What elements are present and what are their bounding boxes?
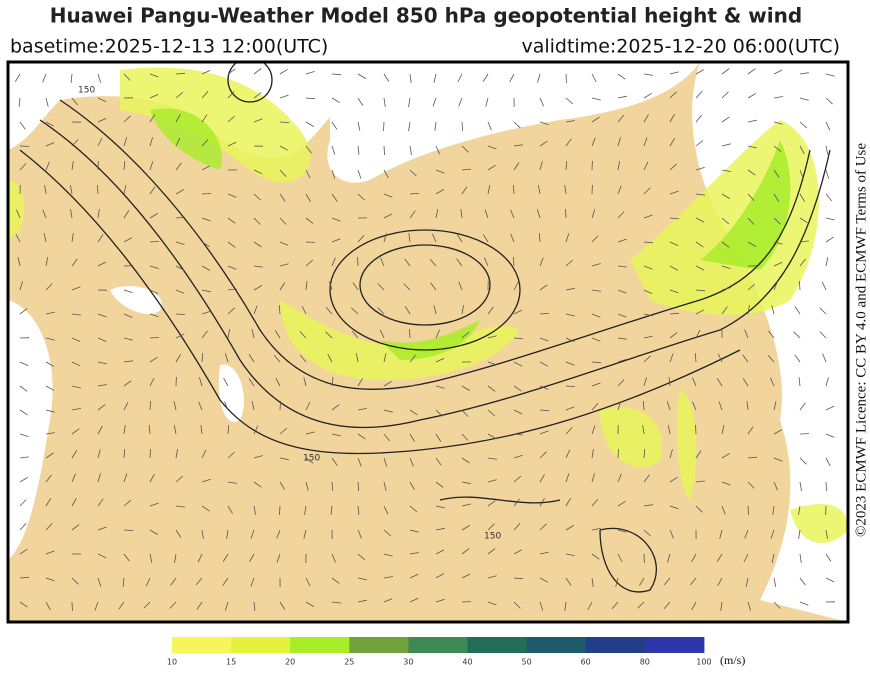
colorbar-bin (527, 637, 587, 653)
contour-label: 150 (484, 532, 501, 542)
colorbar-bin (645, 637, 705, 653)
colorbar-bin (468, 637, 528, 653)
colorbar-tick-label: 40 (462, 658, 472, 667)
contour-label: 150 (78, 86, 95, 96)
colorbar-tick-label: 25 (344, 658, 354, 667)
colorbar-bin (408, 637, 468, 653)
wind-arrow (202, 194, 211, 195)
wind-arrow (20, 146, 29, 147)
colorbar: 10 15 20 25 30 40 50 60 80 100 (167, 637, 712, 667)
licence: ©2023 ECMWF Licence: CC BY 4.0 and ECMWF… (853, 143, 869, 537)
validtime: validtime:2025-12-20 06:00(UTC) (521, 36, 840, 58)
colorbar-tick-label: 20 (285, 658, 295, 667)
wind-arrow (696, 425, 697, 434)
contour-label: 150 (303, 454, 320, 464)
colorbar-tick-label: 50 (522, 658, 532, 667)
title: Huawei Pangu-Weather Model 850 hPa geopo… (50, 4, 802, 28)
wind-arrow (566, 74, 567, 83)
colorbar-tick-label: 15 (226, 658, 236, 667)
colorbar-bin (349, 637, 409, 653)
colorbar-tick-label: 10 (167, 658, 177, 667)
basetime: basetime:2025-12-13 12:00(UTC) (10, 36, 328, 58)
map: 150 150 150 (8, 58, 848, 622)
wind-arrow (748, 506, 749, 515)
colorbar-tick-label: 100 (696, 658, 711, 667)
wind-arrow (514, 185, 515, 194)
colorbar-bin (586, 637, 646, 653)
colorbar-unit: (m/s) (720, 653, 745, 667)
colorbar-tick-label: 30 (403, 658, 413, 667)
colorbar-tick-label: 80 (640, 658, 650, 667)
colorbar-tick-label: 60 (581, 658, 591, 667)
wind-arrow (176, 314, 185, 315)
wind-arrow (566, 209, 567, 218)
wind-arrow (150, 338, 159, 339)
colorbar-bin (290, 637, 350, 653)
wind-arrow (98, 185, 99, 194)
colorbar-bin (231, 637, 291, 653)
wind-arrow (384, 122, 385, 131)
colorbar-bin (172, 637, 232, 653)
wind-arrow (280, 122, 289, 123)
